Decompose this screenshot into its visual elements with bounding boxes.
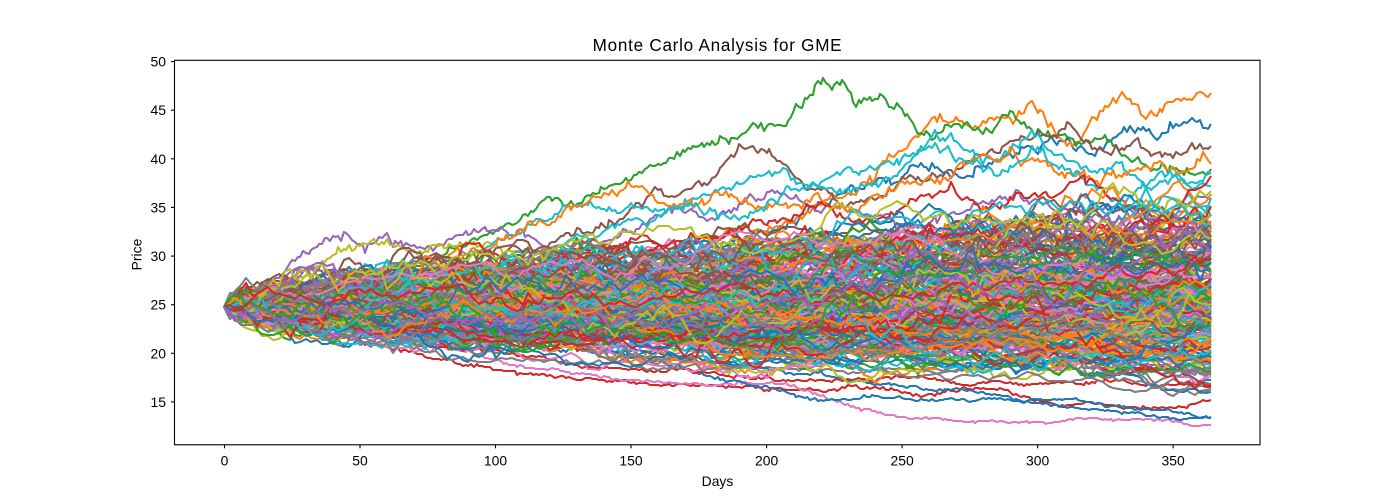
svg-text:20: 20 [151, 345, 167, 361]
svg-text:45: 45 [151, 102, 167, 118]
svg-text:150: 150 [619, 453, 642, 469]
svg-text:250: 250 [891, 453, 914, 469]
svg-text:50: 50 [352, 453, 368, 469]
svg-text:100: 100 [484, 453, 507, 469]
svg-text:25: 25 [151, 297, 167, 313]
svg-text:200: 200 [755, 453, 778, 469]
svg-text:300: 300 [1026, 453, 1049, 469]
svg-text:350: 350 [1162, 453, 1185, 469]
svg-text:Price: Price [129, 238, 145, 270]
svg-text:40: 40 [151, 151, 167, 167]
svg-text:50: 50 [151, 54, 167, 70]
svg-text:Monte Carlo Analysis for GME: Monte Carlo Analysis for GME [593, 36, 843, 55]
svg-text:35: 35 [151, 199, 167, 215]
svg-text:15: 15 [151, 394, 167, 410]
svg-text:0: 0 [221, 453, 229, 469]
svg-text:30: 30 [151, 248, 167, 264]
svg-text:Days: Days [702, 473, 734, 489]
